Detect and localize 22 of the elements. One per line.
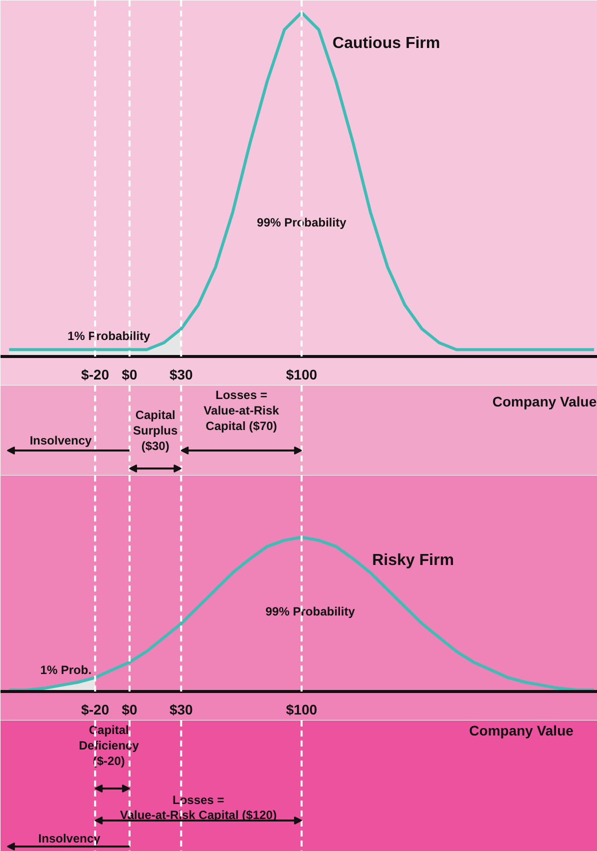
text: Insolvency: [30, 434, 92, 448]
annotation: 99% Probability: [266, 604, 356, 618]
x-axis-title: Company Value: [492, 394, 597, 410]
text: Risky Firm: [372, 552, 454, 569]
x-tick-label: $100: [286, 366, 318, 382]
annotation: 99% Probability: [256, 215, 347, 230]
annotation: 1% Probability: [68, 328, 151, 343]
text: Losses = Value-at-Risk Capital ($70): [204, 388, 280, 433]
text: Capital Surplus ($30): [133, 408, 178, 453]
x-tick-label: $-20: [81, 366, 110, 382]
text: Losses = Value-at-Risk Capital ($120): [120, 792, 277, 822]
x-tick-label: $100: [286, 702, 318, 718]
text: Capital Deficiency ($-20): [78, 723, 140, 768]
x-tick-label: $0: [122, 366, 138, 382]
x-tick-label: $30: [169, 702, 194, 718]
x-axis-title: Company Value: [469, 722, 574, 738]
x-tick-label: $-20: [81, 702, 110, 718]
x-tick-label: $30: [169, 366, 194, 382]
text: Insolvency: [38, 832, 101, 846]
text: Cautious Firm: [332, 34, 440, 52]
x-tick-label: $0: [122, 702, 138, 718]
annotation: 1% Prob.: [40, 662, 92, 677]
